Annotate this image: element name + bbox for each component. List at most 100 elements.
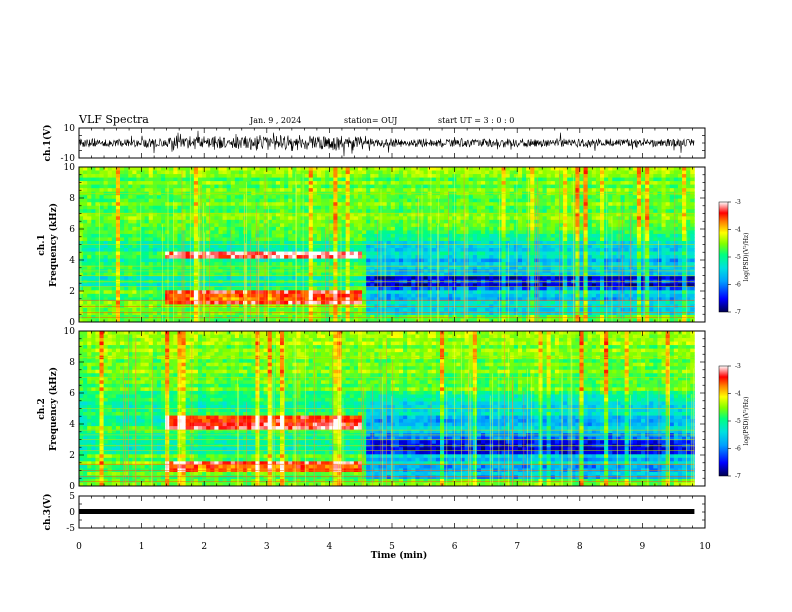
spectrogram-cell xyxy=(435,318,441,322)
spectrogram-cell xyxy=(136,300,141,305)
spectrogram-cell xyxy=(83,226,88,231)
spectrogram-cell xyxy=(493,283,498,288)
spectrogram-cell xyxy=(493,205,498,210)
spectrogram-cell xyxy=(255,314,260,319)
spectrogram-cell xyxy=(374,209,379,214)
spectrogram-cell xyxy=(202,174,207,178)
spectrogram-cell xyxy=(128,272,133,277)
spectrogram-cell xyxy=(386,262,392,267)
spectrogram-cell xyxy=(341,209,347,214)
spectrogram-cell xyxy=(423,195,429,200)
spectrogram-cell xyxy=(497,174,502,178)
spectrogram-cell xyxy=(218,293,223,298)
spectrogram-cell xyxy=(522,181,527,186)
spectrogram-cell xyxy=(530,230,535,235)
spectrogram-cell xyxy=(91,244,96,249)
spectrogram-cell xyxy=(493,290,498,295)
spectrogram-cell xyxy=(325,286,330,291)
spectrogram-cell xyxy=(407,300,412,305)
spectrogram-cell xyxy=(321,276,326,281)
spectrogram-cell xyxy=(115,300,121,305)
spectrogram-cell xyxy=(509,216,515,221)
spectrogram-cell xyxy=(341,272,347,277)
spectrogram-cell xyxy=(87,181,92,186)
spectrogram-cell xyxy=(427,184,433,189)
spectrogram-cell xyxy=(423,286,429,291)
spectrogram-cell xyxy=(493,244,498,249)
spectrogram-cell xyxy=(107,230,113,235)
spectrogram-cell xyxy=(136,223,141,228)
spectrogram-cell xyxy=(284,248,289,252)
spectrogram-cell xyxy=(169,184,174,189)
spectrogram-cell xyxy=(226,265,232,270)
spectrogram-cell xyxy=(284,188,289,193)
spectrogram-cell xyxy=(206,311,211,316)
spectrogram-cell xyxy=(136,230,141,235)
spectrogram-cell xyxy=(349,307,355,312)
spectrogram-cell xyxy=(214,237,219,242)
spectrogram-cell xyxy=(522,177,527,182)
spectrogram-cell xyxy=(238,181,244,186)
spectrogram-cell xyxy=(193,262,199,267)
spectrogram-cell xyxy=(103,311,109,316)
spectrogram-cell xyxy=(247,195,252,200)
spectrogram-cell xyxy=(460,212,466,217)
spectrogram-cell xyxy=(243,233,248,238)
spectrogram-cell xyxy=(210,318,215,322)
spectrogram-cell xyxy=(132,276,137,281)
spectrogram-cell xyxy=(337,307,342,312)
spectrogram-cell xyxy=(349,262,355,267)
spectrogram-cell xyxy=(140,209,146,214)
spectrogram-cell xyxy=(271,283,277,288)
spectrogram-cell xyxy=(144,255,150,259)
spectrogram-cell xyxy=(259,293,265,298)
spectrogram-cell xyxy=(161,290,166,295)
spectrogram-cell xyxy=(292,311,297,316)
spectrogram-cell xyxy=(517,167,523,171)
spectrogram-cell xyxy=(403,202,408,207)
spectrogram-cell xyxy=(263,265,269,270)
spectrogram-cell xyxy=(271,177,277,182)
spectrogram-cell xyxy=(435,240,441,245)
spectrogram-cell xyxy=(222,255,228,259)
spectrogram-cell xyxy=(115,167,121,171)
spectrogram-cell xyxy=(312,272,318,277)
spectrogram-cell xyxy=(99,240,105,245)
spectrogram-cell xyxy=(128,293,133,298)
spectrogram-cell xyxy=(390,290,396,295)
spectrogram-cell xyxy=(230,223,236,228)
spectrogram-cell xyxy=(87,318,92,322)
spectrogram-cell xyxy=(501,293,507,298)
spectrogram-cell xyxy=(513,262,519,267)
spectrogram-cell xyxy=(156,290,162,295)
spectrogram-cell xyxy=(292,262,297,267)
spectrogram-cell xyxy=(169,244,174,249)
spectrogram-cell xyxy=(115,198,121,203)
spectrogram-cell xyxy=(370,174,375,178)
spectrogram-cell xyxy=(485,212,490,217)
spectrogram-cell xyxy=(304,170,310,175)
spectrogram-cell xyxy=(493,181,498,186)
spectrogram-cell xyxy=(152,226,158,231)
spectrogram-cell xyxy=(111,170,117,175)
spectrogram-cell xyxy=(321,233,326,238)
spectrogram-cell xyxy=(263,167,269,171)
spectrogram-cell xyxy=(501,205,507,210)
spectrogram-cell xyxy=(509,240,515,245)
spectrogram-cell xyxy=(128,202,133,207)
spectrogram-cell xyxy=(255,240,260,245)
spectrogram-cell xyxy=(386,174,392,178)
spectrogram-cell xyxy=(165,209,170,214)
spectrogram-cell xyxy=(423,167,429,171)
spectrogram-cell xyxy=(411,212,416,217)
spectrogram-cell xyxy=(501,237,507,242)
spectrogram-cell xyxy=(444,258,449,263)
spectrogram-cell xyxy=(103,318,109,322)
spectrogram-cell xyxy=(349,226,355,231)
spectrogram-cell xyxy=(251,205,256,210)
spectrogram-cell xyxy=(128,286,133,291)
spectrogram-cell xyxy=(485,290,490,295)
spectrogram-cell xyxy=(263,286,269,291)
spectrogram-cell xyxy=(214,209,219,214)
spectrogram-cell xyxy=(91,212,96,217)
